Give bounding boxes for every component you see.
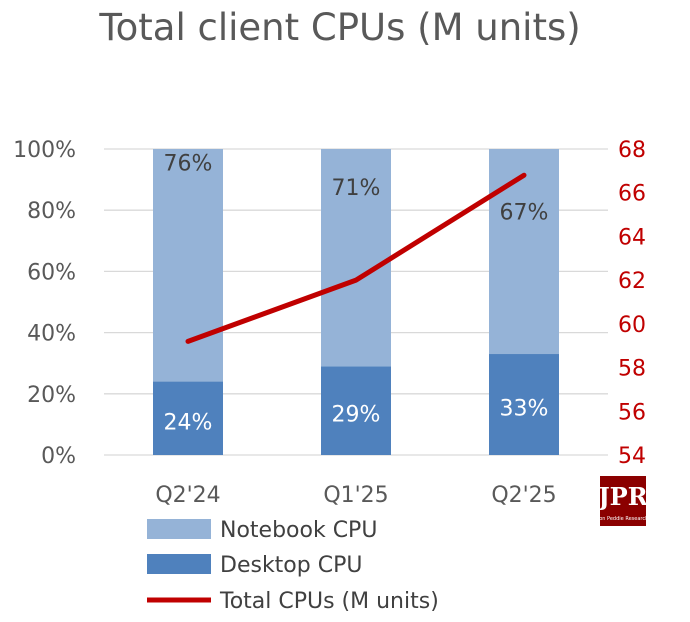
- x-tick-label: Q2'25: [491, 483, 556, 508]
- logo-background: [600, 476, 646, 526]
- right-tick-label: 54: [618, 444, 646, 469]
- legend-label: Desktop CPU: [220, 553, 362, 578]
- x-tick-label: Q1'25: [323, 483, 388, 508]
- logo-subtext: Jon Peddie Research: [597, 516, 649, 522]
- legend: Notebook CPU Desktop CPU Total CPUs (M uni…: [147, 518, 439, 614]
- jpr-logo: JPR Jon Peddie Research: [596, 476, 649, 526]
- legend-label: Total CPUs (M units): [219, 589, 439, 614]
- bars: 24% 76% 29% 71% 33% 67%: [153, 149, 559, 455]
- desktop-bar: [153, 381, 223, 455]
- left-tick-label: 60%: [27, 260, 76, 285]
- right-tick-label: 62: [618, 269, 646, 294]
- total-line: [185, 172, 527, 344]
- x-tick-label: Q2'24: [155, 483, 220, 508]
- right-axis-ticks: 54 56 58 60 62 64 66 68: [618, 138, 646, 469]
- right-tick-label: 66: [618, 182, 646, 207]
- right-tick-label: 64: [618, 225, 646, 250]
- desktop-bar: [321, 366, 391, 455]
- notebook-bar-label: 76%: [164, 151, 213, 176]
- left-tick-label: 40%: [27, 322, 76, 347]
- notebook-bar: [489, 149, 559, 355]
- right-tick-label: 56: [618, 400, 646, 425]
- left-tick-label: 0%: [41, 444, 76, 469]
- legend-label: Notebook CPU: [220, 518, 377, 543]
- legend-swatch: [147, 554, 211, 574]
- left-tick-label: 80%: [27, 199, 76, 224]
- right-tick-label: 58: [618, 357, 646, 382]
- notebook-bar-label: 67%: [500, 200, 549, 225]
- right-tick-label: 60: [618, 313, 646, 338]
- right-tick-label: 68: [618, 138, 646, 163]
- notebook-bar: [321, 149, 391, 367]
- legend-swatch: [147, 519, 211, 539]
- logo-text: JPR: [596, 482, 648, 511]
- left-tick-label: 100%: [13, 138, 76, 163]
- left-tick-label: 20%: [27, 383, 76, 408]
- desktop-bar-label: 24%: [164, 410, 213, 435]
- desktop-bar-label: 29%: [332, 403, 381, 428]
- notebook-bar-label: 71%: [332, 176, 381, 201]
- desktop-bar: [489, 354, 559, 455]
- x-axis-ticks: Q2'24 Q1'25 Q2'25: [155, 483, 556, 508]
- chart-title: Total client CPUs (M units): [98, 6, 580, 49]
- total-cpus-line: [185, 172, 527, 344]
- desktop-bar-label: 33%: [500, 397, 549, 422]
- notebook-bar: [153, 149, 223, 382]
- left-axis-ticks: 0% 20% 40% 60% 80% 100%: [13, 138, 76, 469]
